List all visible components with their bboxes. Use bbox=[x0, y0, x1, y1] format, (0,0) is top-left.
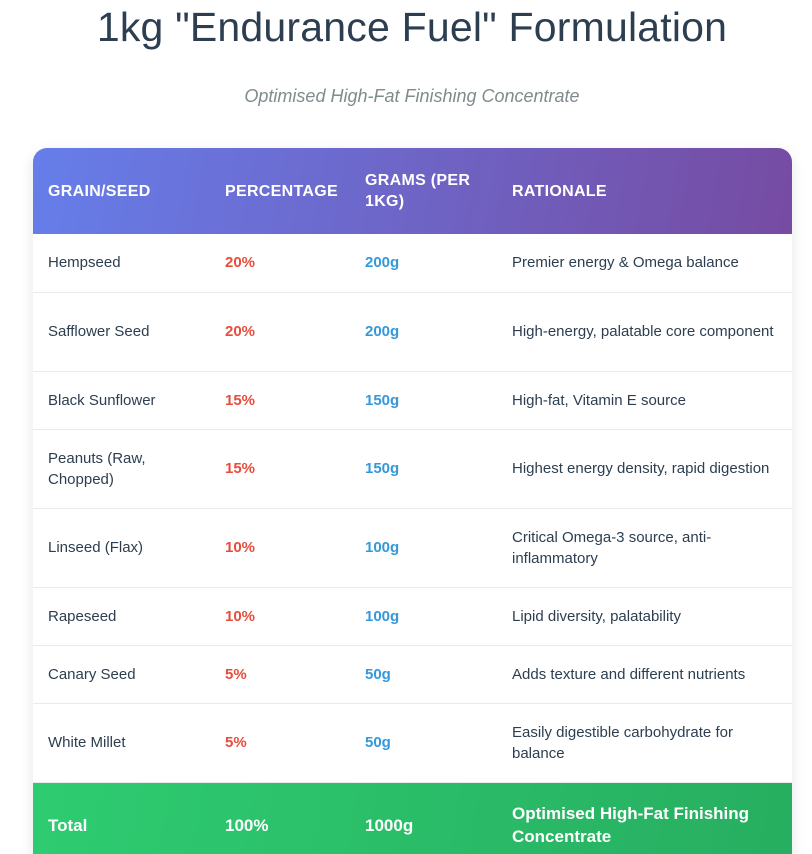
table-row: Rapeseed 10% 100g Lipid diversity, palat… bbox=[33, 587, 792, 645]
cell-percentage: 15% bbox=[225, 460, 256, 477]
cell-grams: 100g bbox=[365, 607, 400, 625]
page-title: 1kg "Endurance Fuel" Formulation bbox=[96, 4, 728, 50]
cell-name: Rapeseed bbox=[48, 607, 117, 625]
formulation-table: Grain/Seed Percentage Grams (per 1kg) Ra… bbox=[33, 148, 792, 854]
cell-grams: 200g bbox=[365, 323, 400, 340]
formulation-table-container: Grain/Seed Percentage Grams (per 1kg) Ra… bbox=[33, 148, 792, 854]
table-body: Hempseed 20% 200g Premier energy & Omega… bbox=[33, 234, 792, 854]
table-row: Safflower Seed 20% 200g High-energy, pal… bbox=[33, 292, 792, 371]
total-row: Total 100% 1000g Optimised High-Fat Fini… bbox=[33, 782, 792, 854]
table-row: White Millet 5% 50g Easily digestible ca… bbox=[33, 703, 792, 782]
cell-rationale: Highest energy density, rapid digestion bbox=[512, 460, 770, 477]
cell-name: Canary Seed bbox=[48, 665, 136, 683]
cell-percentage: 10% bbox=[225, 607, 256, 625]
header-row: Grain/Seed Percentage Grams (per 1kg) Ra… bbox=[33, 148, 792, 234]
total-rationale: Optimised High-Fat Finishing Concentrate bbox=[512, 804, 750, 847]
page-subtitle: Optimised High-Fat Finishing Concentrate bbox=[244, 86, 580, 106]
cell-name: Safflower Seed bbox=[48, 323, 150, 340]
header-grams: Grams (per 1kg) bbox=[365, 172, 471, 210]
cell-grams: 200g bbox=[365, 254, 400, 272]
cell-grams: 50g bbox=[365, 734, 391, 751]
cell-name: Peanuts (Raw, Chopped) bbox=[48, 449, 146, 488]
cell-name: Linseed (Flax) bbox=[48, 539, 144, 556]
table-row: Hempseed 20% 200g Premier energy & Omega… bbox=[33, 234, 792, 292]
total-name: Total bbox=[48, 815, 88, 835]
cell-rationale: Lipid diversity, palatability bbox=[512, 607, 681, 625]
cell-percentage: 20% bbox=[225, 323, 256, 340]
table-row: Peanuts (Raw, Chopped) 15% 150g Highest … bbox=[33, 429, 792, 508]
cell-percentage: 15% bbox=[225, 391, 256, 409]
header-percentage: Percentage bbox=[225, 182, 338, 200]
table-header: Grain/Seed Percentage Grams (per 1kg) Ra… bbox=[33, 148, 792, 234]
cell-rationale: Critical Omega-3 source, anti-inflammato… bbox=[512, 528, 712, 567]
cell-percentage: 20% bbox=[225, 254, 256, 272]
cell-grams: 50g bbox=[365, 665, 391, 683]
cell-percentage: 10% bbox=[225, 539, 256, 556]
table-row: Linseed (Flax) 10% 100g Critical Omega-3… bbox=[33, 508, 792, 587]
total-grams: 1000g bbox=[365, 815, 414, 835]
cell-rationale: Premier energy & Omega balance bbox=[512, 254, 739, 272]
cell-name: Black Sunflower bbox=[48, 391, 156, 409]
cell-name: White Millet bbox=[48, 734, 126, 751]
cell-rationale: High-energy, palatable core component bbox=[512, 323, 774, 340]
table-row: Canary Seed 5% 50g Adds texture and diff… bbox=[33, 645, 792, 703]
cell-rationale: Adds texture and different nutrients bbox=[512, 665, 746, 683]
header-rationale: Rationale bbox=[512, 182, 607, 200]
cell-rationale: Easily digestible carbohydrate for balan… bbox=[512, 723, 733, 762]
cell-percentage: 5% bbox=[225, 665, 247, 683]
cell-grams: 100g bbox=[365, 539, 400, 556]
cell-name: Hempseed bbox=[48, 254, 121, 272]
header-grain-seed: Grain/Seed bbox=[48, 182, 151, 200]
cell-rationale: High-fat, Vitamin E source bbox=[512, 391, 686, 409]
cell-percentage: 5% bbox=[225, 734, 247, 751]
cell-grams: 150g bbox=[365, 460, 400, 477]
table-row: Black Sunflower 15% 150g High-fat, Vitam… bbox=[33, 371, 792, 429]
cell-grams: 150g bbox=[365, 391, 400, 409]
total-percentage: 100% bbox=[225, 815, 269, 835]
